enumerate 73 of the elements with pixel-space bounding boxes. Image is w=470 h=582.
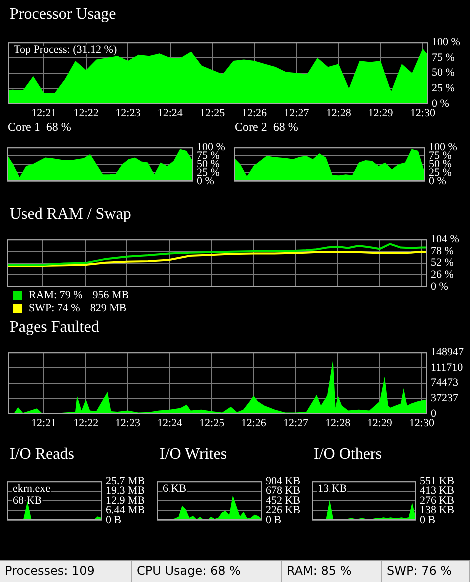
x-tick-label: 12:27 — [283, 417, 310, 430]
x-tick-label: 12:24 — [157, 417, 184, 430]
y-tick-label: 276 KB — [420, 494, 455, 507]
y-tick-label: 75 % — [432, 52, 455, 64]
text: 956 MB — [92, 289, 130, 302]
x-tick-label: 12:24 — [158, 107, 184, 120]
chart-title: Processor Usage — [10, 5, 116, 25]
x-tick-label: 12:23 — [115, 417, 141, 430]
chart-title: Used RAM / Swap — [10, 205, 132, 225]
chart-title: I/O Writes — [160, 445, 228, 465]
y-tick-label: 0 % — [197, 175, 214, 188]
annotation: 68 KB — [13, 494, 42, 507]
y-tick-label: 78 % — [431, 245, 454, 258]
y-tick-label: 111710 — [431, 362, 464, 374]
x-tick-label: 12:25 — [200, 107, 226, 120]
text: Processes: 109 — [0, 561, 132, 582]
y-tick-label: 25 % — [432, 82, 455, 95]
y-tick-label: 12.9 MB — [106, 494, 146, 507]
chart-title: I/O Reads — [10, 445, 74, 465]
x-tick-label: 12:29 — [368, 107, 394, 120]
y-tick-label: 50 % — [432, 67, 455, 80]
x-tick-label: 12:28 — [326, 417, 352, 430]
x-tick-label: 12:30 — [409, 417, 435, 430]
y-tick-label: 0 % — [432, 98, 450, 110]
y-tick-label: 52 % — [431, 257, 454, 270]
x-tick-label: 12:29 — [367, 417, 393, 430]
text: 829 MB — [90, 302, 127, 314]
y-tick-label: 904 KB — [266, 475, 301, 488]
x-tick-label: 12:25 — [200, 417, 226, 430]
x-tick-label: 12:28 — [326, 107, 352, 120]
y-tick-label: 0 B — [106, 514, 122, 526]
y-tick-label: 678 KB — [266, 485, 301, 498]
y-tick-label: 104 % — [431, 233, 460, 246]
annotation: 13 KB — [318, 482, 348, 495]
y-tick-label: 138 KB — [420, 504, 455, 517]
y-tick-label: 37237 — [431, 392, 459, 405]
y-tick-label: 0 B — [266, 514, 282, 526]
x-tick-label: 12:23 — [116, 107, 142, 120]
x-tick-label: 12:30 — [410, 107, 436, 120]
y-tick-label: 19.3 MB — [106, 485, 146, 498]
y-tick-label: 0 % — [429, 175, 446, 188]
legend-label: RAM: 79 % — [29, 289, 83, 302]
x-tick-label: 12:21 — [32, 107, 57, 120]
x-tick-label: 12:21 — [32, 417, 57, 430]
y-tick-label: 551 KB — [420, 475, 455, 488]
annotation: ekrn.exe — [13, 482, 51, 495]
y-tick-label: 100 % — [432, 36, 460, 48]
x-tick-label: 12:22 — [74, 107, 99, 120]
y-tick-label: 226 KB — [266, 504, 301, 517]
chart-title: I/O Others — [314, 445, 382, 465]
legend-label: SWP: 74 % — [29, 302, 80, 314]
y-tick-label: 0 — [431, 408, 437, 420]
y-tick-label: 0 B — [420, 514, 436, 526]
x-tick-label: 12:27 — [284, 107, 310, 120]
y-tick-label: 25.7 MB — [106, 475, 146, 488]
y-tick-label: 148947 — [431, 346, 464, 358]
x-tick-label: 12:26 — [242, 107, 268, 120]
y-tick-label: 0 % — [431, 280, 448, 293]
chart-title: Core 1 68 % — [8, 120, 72, 134]
chart-title: Pages Faulted — [10, 318, 100, 338]
y-tick-label: 452 KB — [266, 494, 301, 507]
y-tick-label: 26 % — [431, 269, 454, 282]
text: CPU Usage: 68 % — [132, 561, 282, 582]
x-tick-label: 12:26 — [241, 417, 267, 430]
annotation: 6 KB — [163, 482, 187, 495]
chart-title: Core 2 68 % — [235, 120, 298, 134]
y-tick-label: 6.44 MB — [106, 504, 146, 517]
text: RAM: 85 % — [282, 561, 382, 582]
y-tick-label: 74473 — [431, 377, 459, 390]
y-tick-label: 413 KB — [420, 485, 455, 498]
annotation: Top Process: (31.12 %) — [14, 44, 118, 56]
text: SWP: 76 % — [382, 561, 470, 582]
x-tick-label: 12:22 — [74, 417, 99, 430]
